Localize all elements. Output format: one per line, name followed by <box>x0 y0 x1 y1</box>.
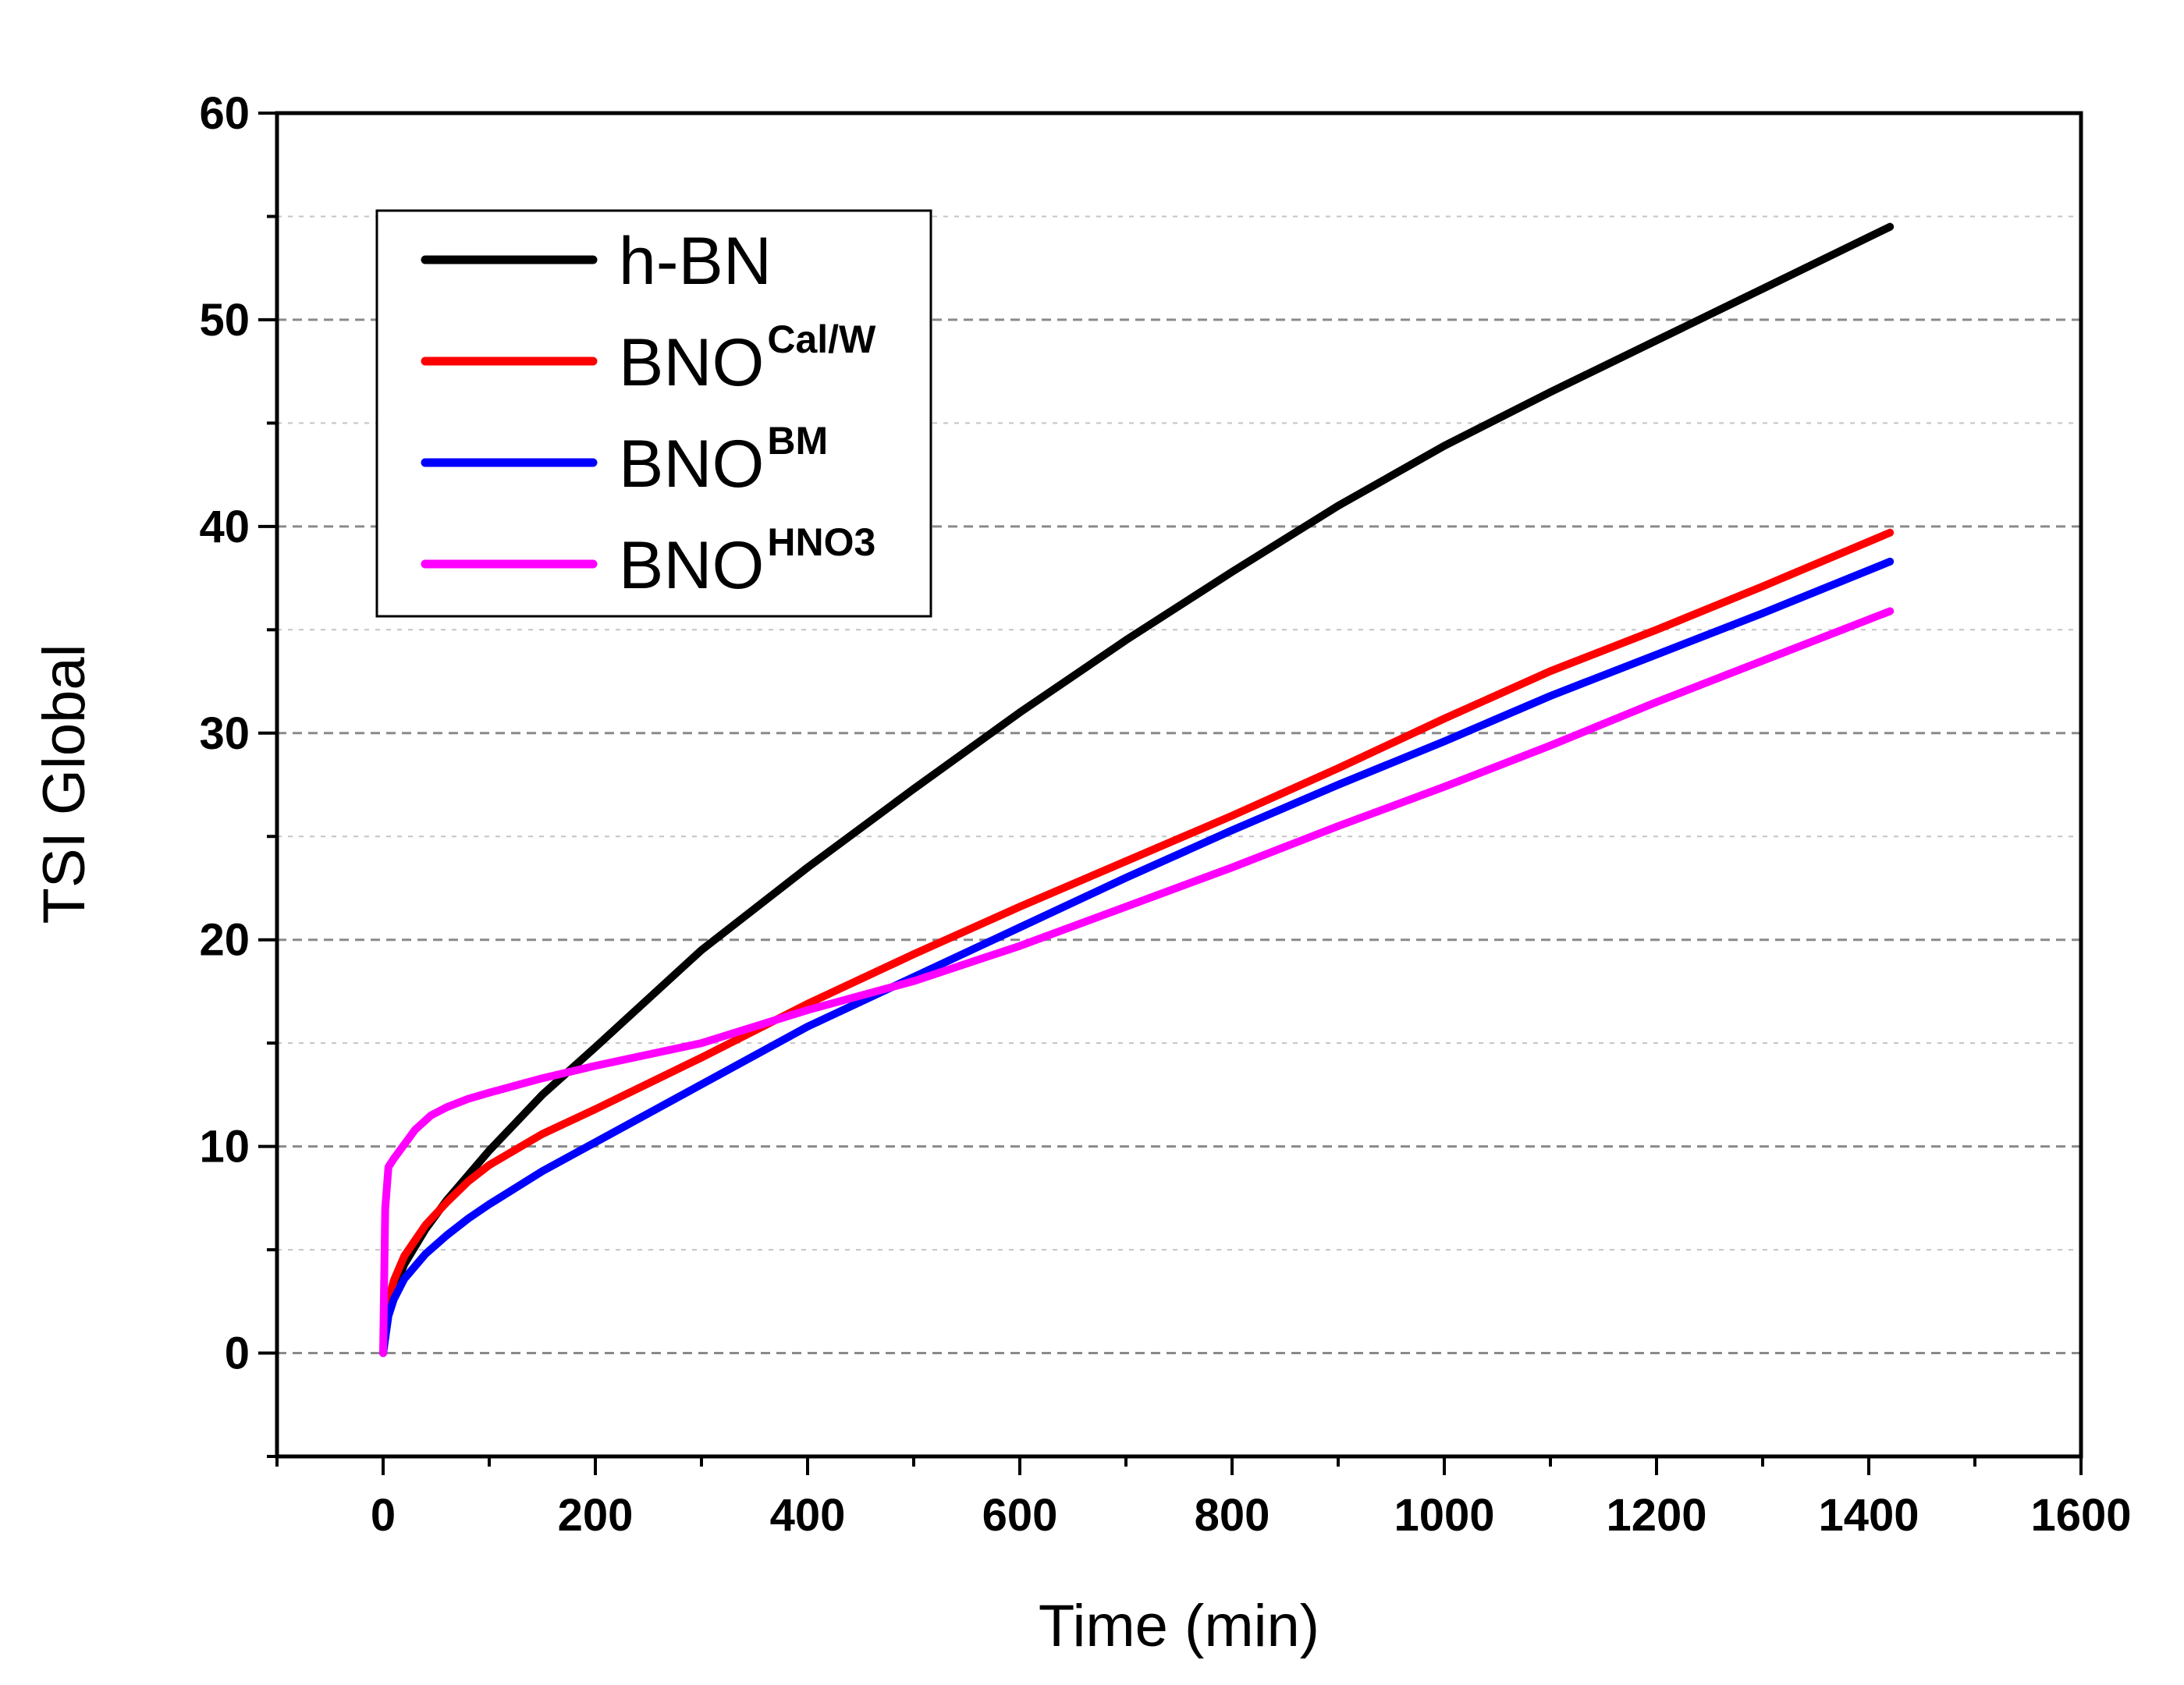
x-tick-label: 400 <box>770 1490 846 1541</box>
axis-ticks <box>258 112 2083 1475</box>
x-axis-title: Time (min) <box>1039 1593 1319 1659</box>
x-tick-label: 1600 <box>2030 1490 2131 1541</box>
legend-label-h-bn: h-BN <box>619 224 772 299</box>
y-tick-label: 60 <box>199 88 250 139</box>
x-tick-label: 1400 <box>1818 1490 1919 1541</box>
x-tick-label: 1000 <box>1394 1490 1494 1541</box>
series-line-bno-bm <box>379 557 1895 1357</box>
x-tick-label: 1200 <box>1606 1490 1706 1541</box>
y-tick-label: 50 <box>199 295 250 346</box>
y-tick-label: 10 <box>199 1122 250 1172</box>
plot-frame <box>275 111 2083 1459</box>
x-tick-label: 0 <box>371 1490 396 1541</box>
y-axis-title: TSI Global <box>31 644 98 924</box>
y-tick-label: 20 <box>199 915 250 966</box>
y-tick-label: 40 <box>199 502 250 552</box>
legend-box <box>375 209 932 618</box>
x-tick-label: 600 <box>982 1490 1058 1541</box>
x-tick-labels: 0 200 400 600 800 1000 1200 1400 1600 <box>371 1490 2132 1541</box>
y-tick-label: 0 <box>225 1328 250 1379</box>
y-tick-label: 30 <box>199 708 250 759</box>
y-tick-labels: 0 10 20 30 40 50 60 <box>199 88 250 1379</box>
series-layer <box>379 222 1895 1357</box>
series-line-bno-hno3 <box>379 607 1895 1357</box>
series-line-bno-cal-w <box>379 528 1895 1357</box>
x-tick-label: 800 <box>1195 1490 1270 1541</box>
x-tick-label: 200 <box>558 1490 634 1541</box>
